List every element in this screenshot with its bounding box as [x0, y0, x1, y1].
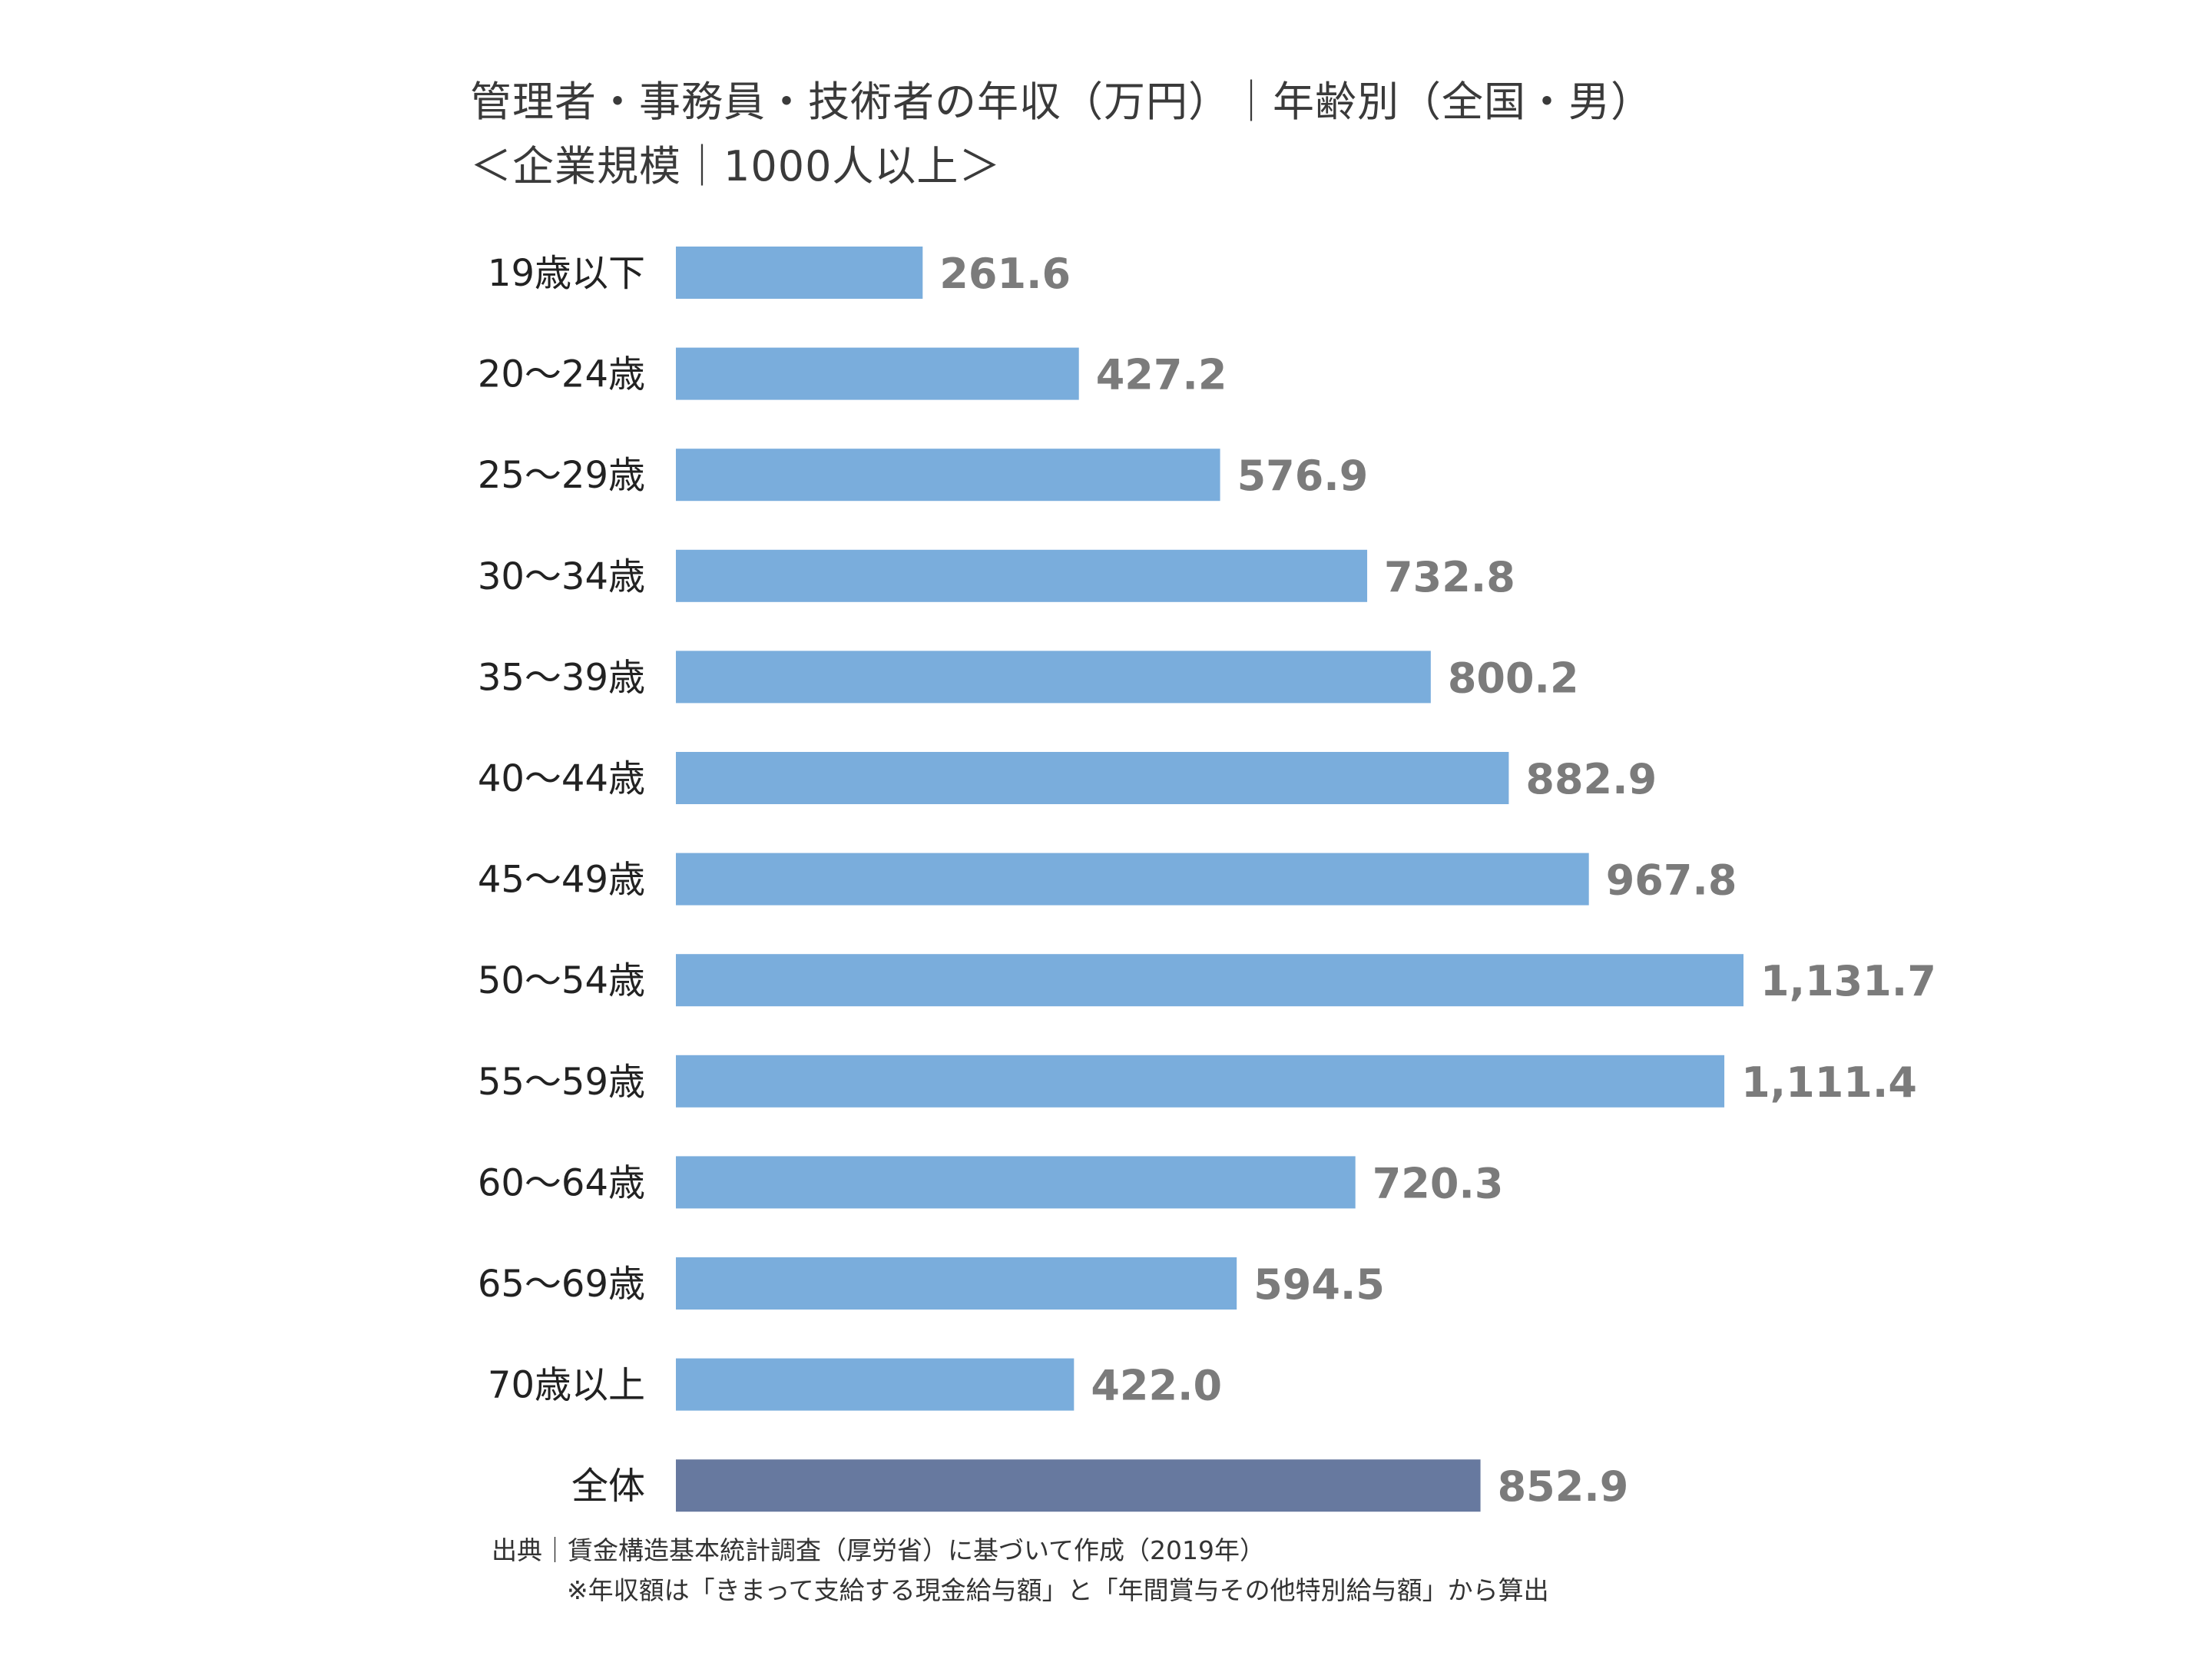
- bar: [676, 954, 1743, 1007]
- category-label: 50～54歳: [478, 959, 645, 1002]
- chart-title: 管理者・事務員・技術者の年収（万円）｜年齢別（全国・男）: [470, 78, 1653, 126]
- value-label: 720.3: [1373, 1159, 1504, 1207]
- category-label: 35～39歳: [478, 656, 645, 699]
- bar-total: [676, 1459, 1481, 1512]
- bar: [676, 549, 1368, 602]
- value-label: 882.9: [1525, 755, 1657, 803]
- bar: [676, 651, 1431, 704]
- value-label: 1,131.7: [1760, 957, 1936, 1005]
- category-label: 40～44歳: [478, 757, 645, 800]
- category-label: 25～29歳: [478, 454, 645, 497]
- chart-subtitle: ＜企業規模｜1000人以上＞: [470, 142, 1002, 190]
- bar: [676, 347, 1079, 400]
- bar: [676, 449, 1220, 502]
- category-label: 30～34歳: [478, 555, 645, 598]
- value-label: 427.2: [1096, 351, 1227, 399]
- category-label: 全体: [571, 1465, 645, 1508]
- value-label: 800.2: [1448, 654, 1579, 702]
- category-label: 65～69歳: [478, 1263, 645, 1306]
- value-label: 1,111.4: [1741, 1058, 1917, 1107]
- category-label: 45～49歳: [478, 859, 645, 902]
- bar: [676, 752, 1509, 804]
- calculation-note: ※年収額は「きまって支給する現金給与額」と「年間賞与その他特別給与額」から算出: [567, 1575, 1549, 1605]
- bar: [676, 1055, 1725, 1108]
- value-label: 594.5: [1253, 1260, 1385, 1309]
- category-label: 60～64歳: [478, 1161, 645, 1204]
- bar: [676, 1156, 1356, 1209]
- source-note: 出典｜賃金構造基本統計調査（厚労省）に基づいて作成（2019年）: [492, 1535, 1265, 1565]
- value-label: 261.6: [939, 250, 1071, 298]
- bar: [676, 853, 1589, 906]
- category-label: 20～24歳: [478, 353, 645, 396]
- bar: [676, 1257, 1237, 1310]
- category-label: 70歳以上: [488, 1364, 645, 1407]
- category-label: 55～59歳: [478, 1061, 645, 1104]
- value-label: 852.9: [1498, 1462, 1629, 1511]
- bar: [676, 247, 923, 299]
- value-label: 576.9: [1237, 452, 1369, 500]
- bar: [676, 1358, 1075, 1411]
- value-label: 422.0: [1091, 1362, 1222, 1410]
- value-label: 967.8: [1606, 856, 1737, 905]
- value-label: 732.8: [1384, 553, 1515, 601]
- category-label: 19歳以下: [488, 252, 645, 295]
